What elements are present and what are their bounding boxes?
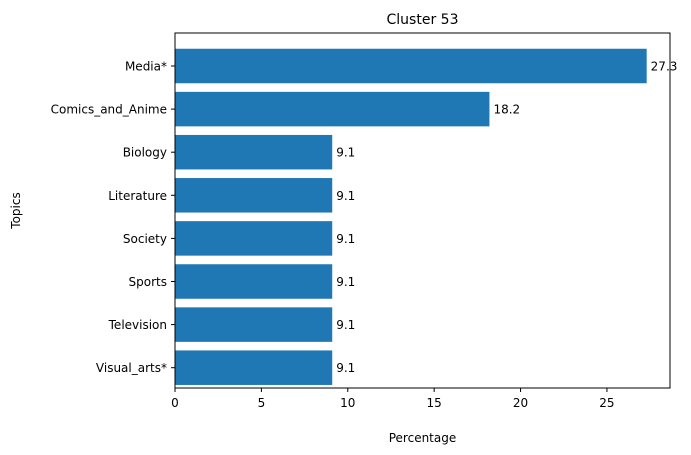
x-axis-label: Percentage — [389, 431, 457, 445]
bar-sports — [175, 264, 333, 299]
bar-value-label: 9.1 — [336, 318, 355, 332]
ticks-layer: Media* Comics_and_Anime Biology Literature S… — [51, 60, 615, 411]
plot-frame — [174, 32, 671, 389]
x-tick-label: 0 — [171, 396, 179, 410]
x-tick-label: 15 — [427, 396, 442, 410]
bar-value-label: 9.1 — [336, 361, 355, 375]
bar-value-label: 9.1 — [336, 275, 355, 289]
bar-biology — [175, 134, 333, 170]
bar-value-label: 27.3 — [651, 60, 678, 74]
y-tick-label: Visual_arts* — [96, 361, 167, 375]
y-tick-label: Sports — [129, 275, 167, 289]
bar-literature — [175, 178, 333, 213]
x-tick-label: 5 — [258, 396, 266, 410]
bar-television — [175, 307, 333, 342]
bar-value-label: 9.1 — [336, 232, 355, 246]
x-tick-label: 25 — [599, 396, 614, 410]
y-axis-label: Topics — [9, 192, 23, 229]
y-tick-label: Comics_and_Anime — [51, 103, 167, 117]
bar-society — [175, 221, 333, 256]
y-tick-label: Literature — [108, 189, 167, 203]
bar-comics-and-anime — [175, 91, 490, 127]
bar-visual-arts — [175, 350, 333, 385]
bar-value-label: 18.2 — [493, 103, 520, 117]
x-tick-label: 10 — [340, 396, 355, 410]
bars-layer — [175, 48, 647, 385]
value-labels-layer: 27.3 18.2 9.1 9.1 9.1 9.1 9.1 9.1 — [336, 60, 677, 376]
y-tick-label: Biology — [123, 146, 167, 160]
y-tick-label: Media* — [125, 60, 167, 74]
y-tick-label: Television — [108, 318, 167, 332]
bar-media — [175, 48, 647, 84]
x-tick-label: 20 — [513, 396, 528, 410]
bar-value-label: 9.1 — [336, 189, 355, 203]
y-tick-label: Society — [123, 232, 167, 246]
chart-title: Cluster 53 — [387, 12, 459, 28]
bar-value-label: 9.1 — [336, 146, 355, 160]
